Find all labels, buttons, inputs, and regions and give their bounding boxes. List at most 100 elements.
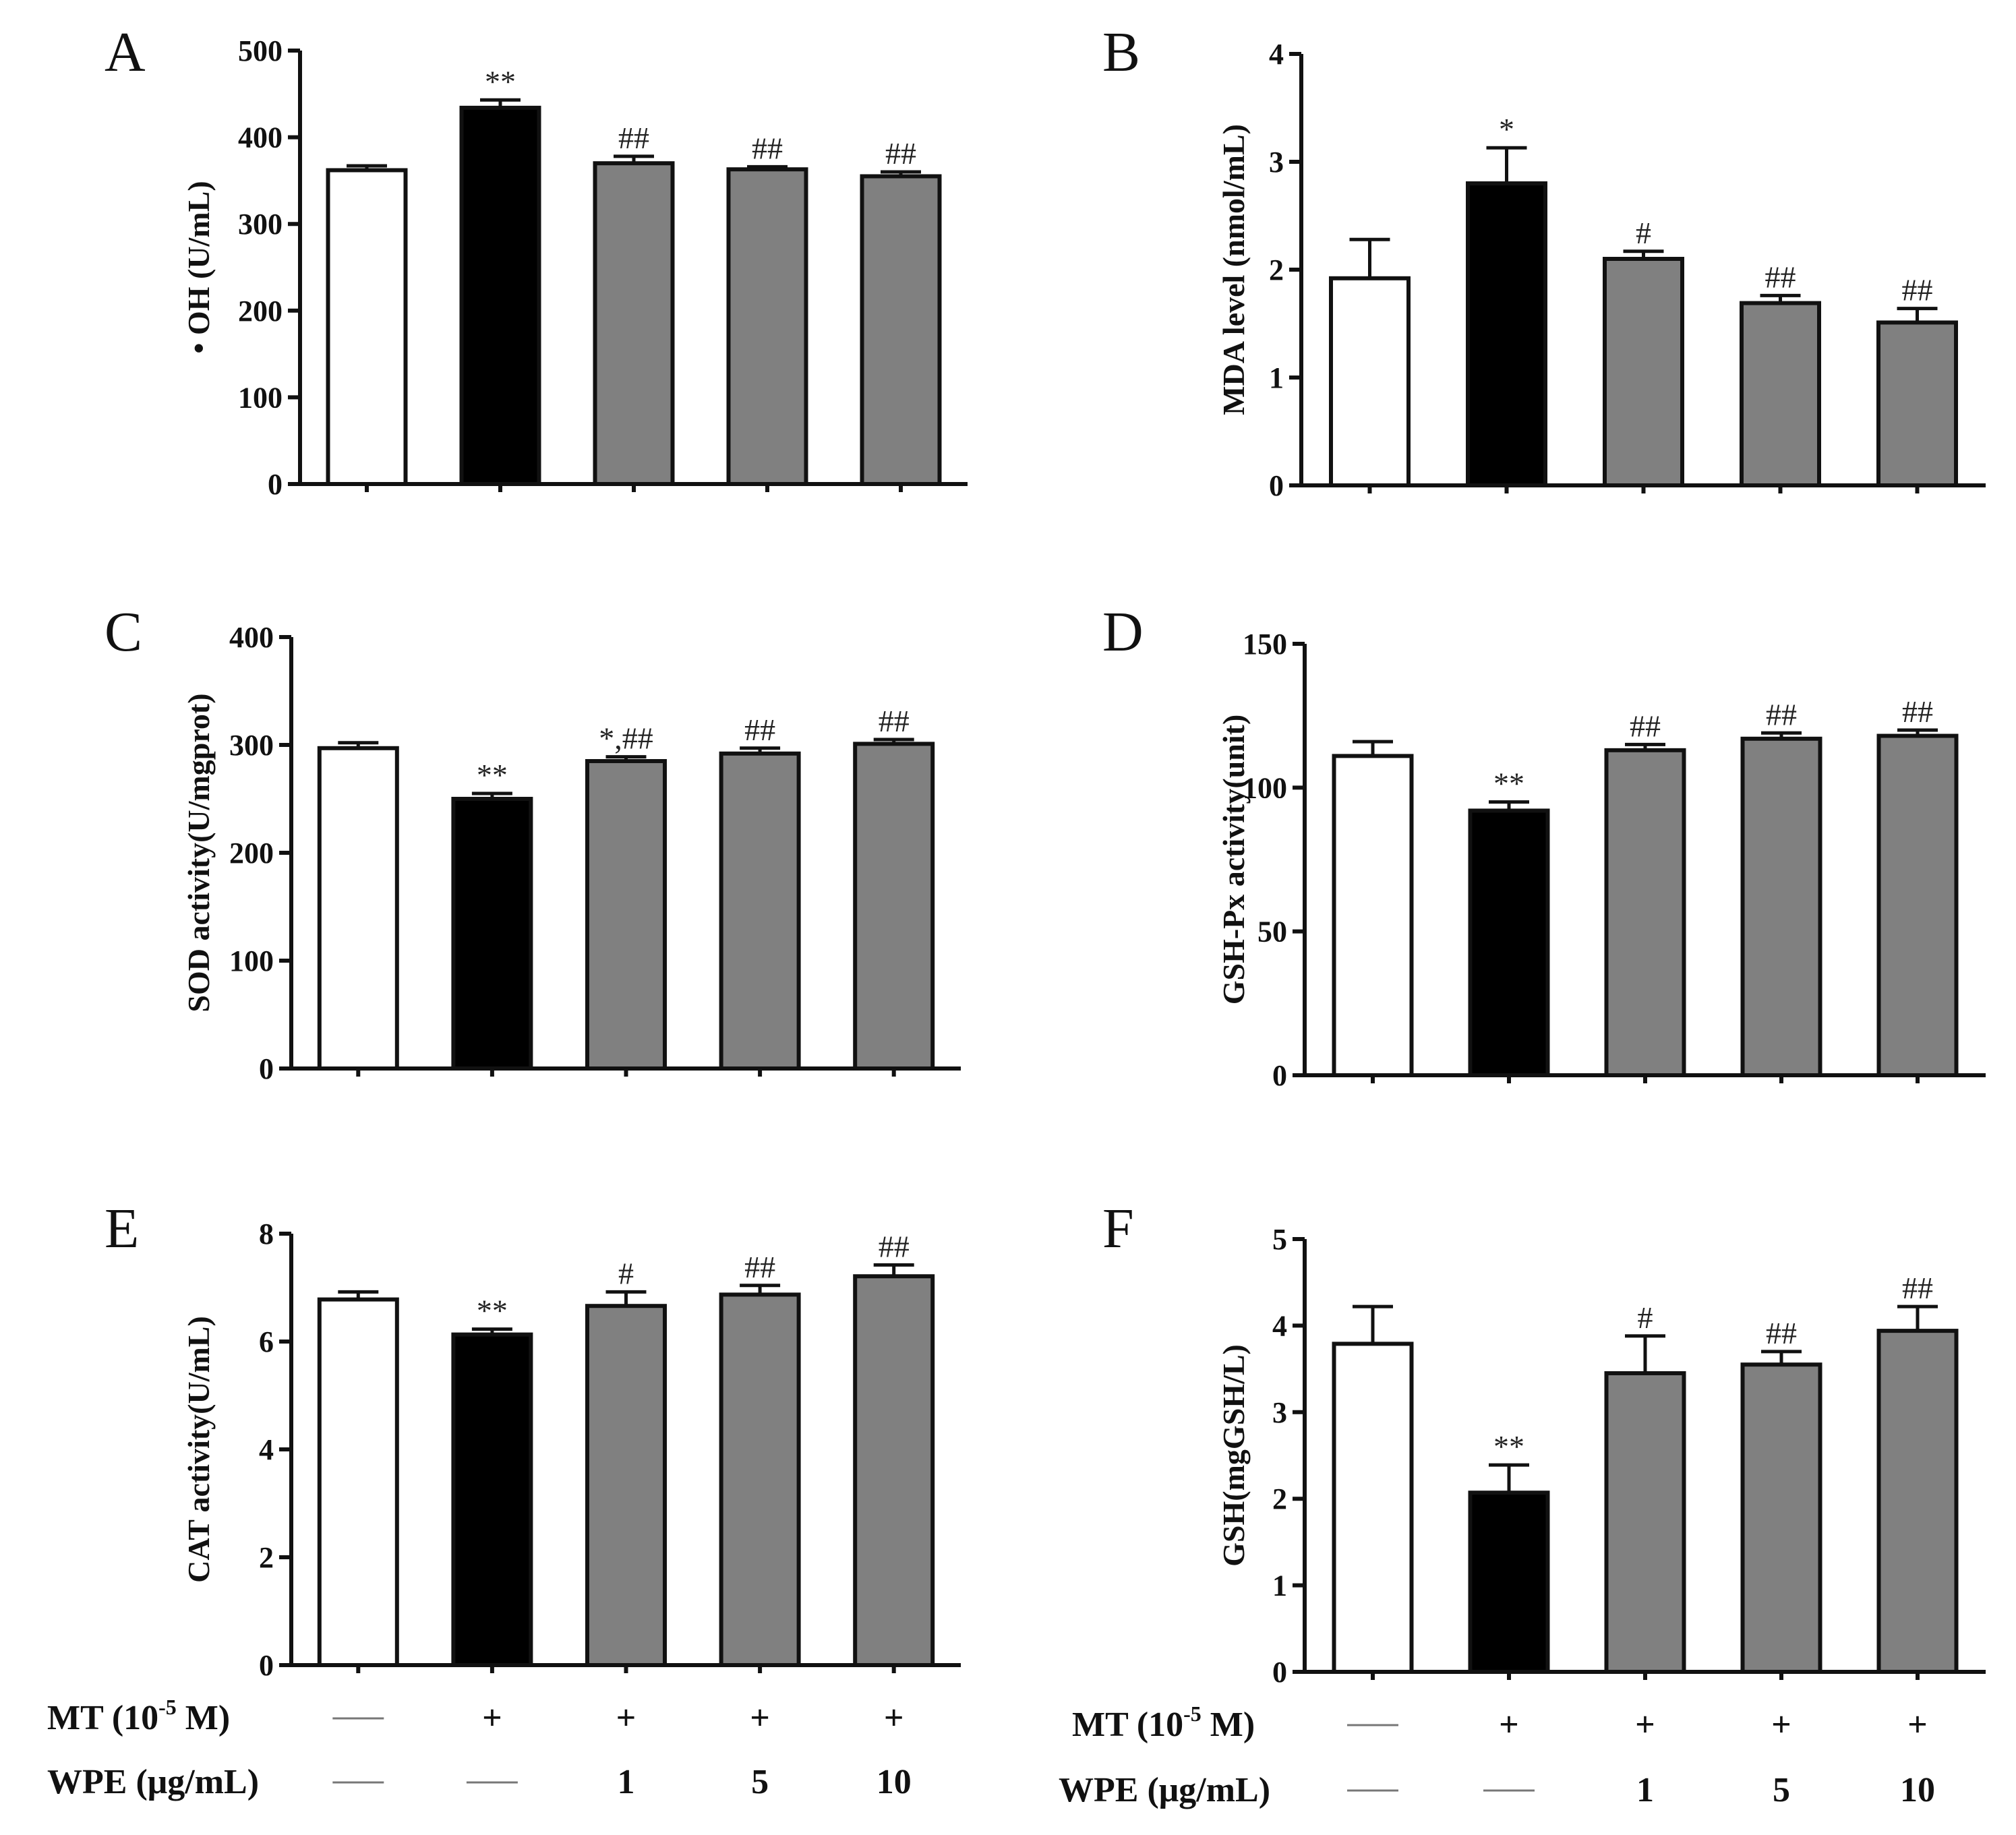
significance-label: * [1499, 112, 1514, 146]
significance-label: # [1638, 1300, 1653, 1335]
wpe-condition-value: 5 [751, 1763, 769, 1801]
y-tick-label: 0 [268, 468, 283, 501]
panel-letter: A [105, 21, 146, 84]
bar-1 [317, 746, 399, 1071]
significance-label: ## [879, 704, 910, 738]
y-tick-label: 300 [238, 208, 283, 241]
significance-label: # [618, 1256, 634, 1290]
significance-label: ## [1765, 260, 1796, 294]
bar-1 [1332, 754, 1414, 1078]
bar-2 [459, 105, 541, 487]
y-tick-label: 150 [1243, 628, 1287, 661]
significance-label: ## [744, 713, 775, 747]
mt-condition-value: + [616, 1699, 636, 1737]
bar-5 [860, 174, 942, 486]
bar-1 [1332, 1342, 1414, 1674]
bar-3 [1603, 257, 1684, 487]
significance-label: ** [485, 64, 516, 98]
mt-condition-value: + [1499, 1706, 1519, 1744]
y-tick-label: 500 [238, 34, 283, 67]
y-tick-label: 0 [259, 1052, 274, 1085]
y-axis-title: GSH(mgGSH/L) [1216, 1344, 1251, 1567]
significance-label: ** [477, 1294, 508, 1328]
significance-label: ## [1902, 694, 1933, 729]
bar-3 [585, 1304, 667, 1667]
y-axis-title: CAT activity(U/mL) [181, 1316, 216, 1583]
bar-2 [451, 1332, 533, 1667]
bar-5 [853, 742, 935, 1071]
y-axis-title: SOD activity(U/mgprot) [181, 693, 216, 1012]
y-tick-label: 100 [238, 381, 283, 414]
y-tick-label: 2 [1269, 253, 1284, 287]
significance-label: ## [1766, 1316, 1797, 1350]
conditions-table-left: MT (10-5 M) WPE (μg/mL) + +1 +5 +10 [47, 1695, 912, 1801]
bar-4 [719, 751, 801, 1071]
mt-condition-value: + [482, 1699, 502, 1737]
panel-letter: E [105, 1197, 139, 1260]
y-tick-label: 0 [1269, 469, 1284, 502]
bar-2 [1468, 1491, 1550, 1674]
y-axis-title: MDA level (nmol/mL) [1216, 124, 1251, 415]
y-tick-label: 4 [1272, 1309, 1287, 1342]
significance-label: # [1636, 216, 1651, 250]
y-tick-label: 1 [1269, 361, 1284, 394]
mt-condition-value: + [884, 1699, 904, 1737]
bar-3 [1604, 748, 1686, 1078]
y-tick-label: 2 [259, 1541, 274, 1574]
significance-label: ## [1766, 697, 1797, 731]
wpe-condition-value: 5 [1773, 1771, 1790, 1809]
significance-label: ** [1493, 1429, 1524, 1464]
y-tick-label: 50 [1257, 915, 1287, 949]
significance-label: ** [1493, 766, 1524, 801]
wpe-condition-value: 1 [1636, 1771, 1654, 1809]
bar-3 [593, 161, 675, 486]
y-axis-title: GSH-Px activity(unit) [1216, 715, 1251, 1005]
conditions-table-right: MT (10-5 M) WPE (μg/mL) + +1 +5 +10 [1059, 1702, 1935, 1809]
y-tick-label: 100 [1243, 771, 1287, 804]
mt-condition-label-right: MT (10-5 M) [1072, 1702, 1255, 1744]
bar-5 [853, 1274, 935, 1667]
wpe-condition-value: 1 [618, 1763, 635, 1801]
y-tick-label: 200 [238, 295, 283, 328]
chart-panel-c: C SOD activity(U/mgprot) 0 100 200 300 400 ** *,… [105, 601, 961, 1085]
y-tick-label: 100 [229, 944, 274, 977]
y-tick-label: 300 [229, 729, 274, 762]
significance-label: ## [752, 131, 783, 165]
y-tick-label: 1 [1272, 1569, 1287, 1602]
y-tick-label: 4 [1269, 38, 1284, 71]
y-tick-label: 4 [259, 1433, 274, 1466]
significance-label: ## [1630, 709, 1661, 743]
chart-panel-a: A • OH (U/mL) 0 100 200 300 400 500 ** ## ## ## [105, 21, 968, 501]
panel-letter: D [1102, 601, 1144, 663]
significance-label: ## [879, 1229, 910, 1263]
mt-condition-value: + [1771, 1706, 1791, 1744]
bar-4 [1740, 301, 1821, 487]
bar-4 [1740, 1362, 1822, 1675]
bar-5 [1876, 733, 1959, 1077]
significance-label: ## [744, 1250, 775, 1284]
wpe-condition-label-left: WPE (μg/mL) [47, 1763, 259, 1801]
bar-2 [1468, 808, 1550, 1077]
bar-5 [1876, 320, 1958, 487]
significance-label: *,## [599, 721, 653, 756]
mt-condition-value: + [1907, 1706, 1928, 1744]
y-tick-label: 2 [1272, 1482, 1287, 1515]
bar-1 [1329, 276, 1411, 487]
wpe-condition-value: 10 [1900, 1771, 1935, 1809]
y-tick-label: 8 [259, 1217, 274, 1251]
bar-1 [326, 168, 408, 487]
significance-label: ## [885, 136, 916, 171]
y-tick-label: 5 [1272, 1223, 1287, 1256]
chart-panel-d: D GSH-Px activity(unit) 0 50 100 150 ** ## ## ## [1102, 601, 1986, 1092]
bar-3 [585, 759, 667, 1071]
y-tick-label: 0 [1272, 1059, 1287, 1092]
mt-condition-value: + [1635, 1706, 1655, 1744]
bar-2 [1466, 181, 1547, 487]
bar-1 [317, 1297, 399, 1667]
y-tick-label: 400 [229, 621, 274, 654]
significance-label: ** [477, 758, 508, 792]
